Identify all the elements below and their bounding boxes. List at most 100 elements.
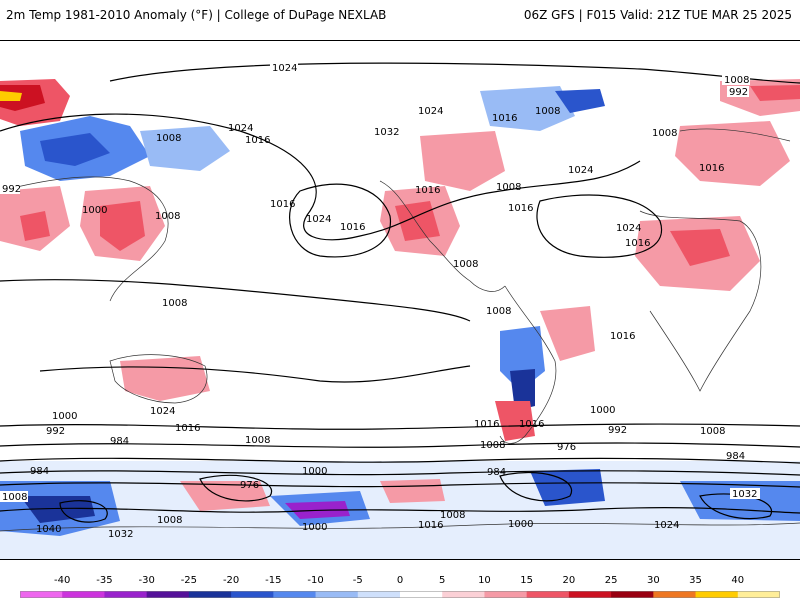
cold-anomaly-greenland	[480, 86, 575, 131]
coastline-east-asia	[0, 176, 169, 302]
colorbar-segment	[273, 591, 317, 598]
colorbar-tick-label: 30	[646, 575, 660, 586]
isobar-label: 1000	[82, 205, 107, 216]
colorbar-segment	[611, 591, 654, 598]
warm-anomaly-ross-sea	[180, 481, 270, 511]
colorbar-segment	[484, 591, 528, 598]
warm-anomaly-patagonia	[495, 401, 535, 441]
isobar-976-low	[199, 474, 273, 502]
cold-anomaly-antarctic-east	[530, 469, 605, 506]
isobar-label: 1024	[418, 106, 443, 117]
colorbar-tick-label: -10	[307, 575, 324, 586]
colorbar-tick-label: -20	[222, 575, 240, 586]
isobar-label: 992	[608, 425, 627, 436]
colorbar-tick-labels: -40 -35 -30 -25 -20 -15 -10 -5 0 5 10 15 20 25 30 35 40	[0, 575, 800, 589]
isobar-label: 1016	[610, 331, 635, 342]
hot-anomaly-core	[0, 91, 22, 101]
warm-anomaly-china-core	[100, 201, 145, 251]
warm-anomaly-central-asia-core	[20, 211, 50, 241]
colorbar-tick-label: -15	[265, 575, 282, 586]
isobar-label: 1008	[157, 515, 182, 526]
anomaly-map: 1024 1008 992 1024 1016 1008 1032 1016 1…	[0, 41, 800, 559]
isobar-label: 1008	[496, 182, 521, 193]
colorbar-legend: -40 -35 -30 -25 -20 -15 -10 -5 0 5 10 15 20 25 30 35 40	[0, 575, 800, 600]
isobars	[0, 62, 800, 523]
isobar-1008-antarctic	[0, 507, 800, 514]
colorbar-segment	[104, 591, 148, 598]
isobar-label: 1000	[302, 522, 327, 533]
colorbar-tick-label: 25	[604, 575, 618, 586]
warm-anomaly-arctic-west-core	[0, 85, 45, 111]
coastline-africa	[639, 210, 762, 392]
colorbar-tick-label: 5	[439, 575, 446, 586]
isobar-label: 1024	[150, 406, 175, 417]
colorbar-segment	[695, 591, 739, 598]
colorbar-scale	[20, 591, 780, 598]
isobar-label: 1016	[245, 135, 270, 146]
isobar-label: 1032	[108, 529, 133, 540]
coastline-south-america	[499, 285, 557, 444]
isobar-labels: 1024 1008 992 1024 1016 1008 1032 1016 1…	[0, 62, 760, 540]
isobar-label: 984	[30, 466, 49, 477]
isobar-label: 1024	[616, 223, 641, 234]
isobar-1024-pacific-high	[289, 183, 391, 258]
colorbar-segment	[315, 591, 359, 598]
isobar-1016-north	[0, 113, 641, 241]
colorbar-segment	[188, 591, 232, 598]
isobar-label: 1024	[228, 123, 253, 134]
coastline-antarctica	[0, 522, 800, 532]
isobar-label: 1024	[272, 63, 297, 74]
isobar-label: 976	[557, 442, 576, 453]
colorbar-segment	[526, 591, 570, 598]
isobar-label: 1000	[52, 411, 77, 422]
colorbar-tick-label: -5	[352, 575, 363, 586]
isobar-label: 1008	[245, 435, 270, 446]
colorbar-segment	[568, 591, 612, 598]
isobar-984-southern	[0, 482, 800, 488]
colorbar-tick-label: 10	[478, 575, 491, 586]
warm-anomaly-sahara-core	[670, 229, 730, 266]
colorbar-tick-label: -35	[96, 575, 113, 586]
colorbar-tick-label: -25	[180, 575, 198, 586]
colorbar-segment	[737, 591, 780, 598]
isobar-label: 976	[240, 480, 259, 491]
isobar-label: 1024	[568, 165, 593, 176]
isobar-1040-antarctic-high	[59, 500, 108, 523]
colorbar-segment	[357, 591, 401, 598]
isobar-1016-southern	[0, 423, 800, 430]
isobar-label: 1008	[156, 133, 181, 144]
isobar-label: 1016	[175, 423, 200, 434]
coastline-europe	[679, 128, 791, 142]
coastline-north-america-west	[379, 180, 506, 292]
isobar-label: 984	[726, 451, 745, 462]
colorbar-segment	[653, 591, 697, 598]
isobar-label: 1008	[162, 298, 187, 309]
isobar-label: 1008	[2, 492, 27, 503]
isobar-1000-southern	[0, 457, 800, 464]
colorbar-segment	[62, 591, 105, 598]
isobar-label: 1008	[700, 426, 725, 437]
map-header: 2m Temp 1981-2010 Anomaly (°F) | College…	[0, 0, 800, 30]
isobar-label: 1008	[480, 440, 505, 451]
cold-anomaly-antarctic-west-core	[20, 496, 95, 523]
isobar-label: 984	[487, 467, 506, 478]
isobar-label: 1000	[508, 519, 533, 530]
cold-anomaly-greenland-core	[555, 89, 605, 113]
isobar-label: 1008	[486, 306, 511, 317]
colorbar-segment	[400, 591, 443, 598]
isobar-992-southern	[0, 470, 800, 476]
isobar-label: 1008	[724, 75, 749, 86]
isobar-label: 1024	[306, 214, 331, 225]
coastlines	[0, 128, 800, 532]
isobar-label: 1016	[474, 419, 499, 430]
isobar-label: 1008	[453, 259, 478, 270]
product-title: 2m Temp 1981-2010 Anomaly (°F) | College…	[6, 8, 387, 22]
isobar-label: 992	[2, 184, 21, 195]
valid-time: 06Z GFS | F015 Valid: 21Z TUE MAR 25 202…	[523, 8, 792, 22]
isobar-1024-atlantic-high	[536, 194, 663, 258]
isobar-label: 1016	[699, 163, 724, 174]
cold-anomaly-siberia-core	[40, 133, 110, 166]
isobar-label: 1040	[36, 524, 61, 535]
isobar-1008-tropics	[0, 279, 471, 322]
cool-anomaly-east-siberia	[140, 126, 230, 171]
